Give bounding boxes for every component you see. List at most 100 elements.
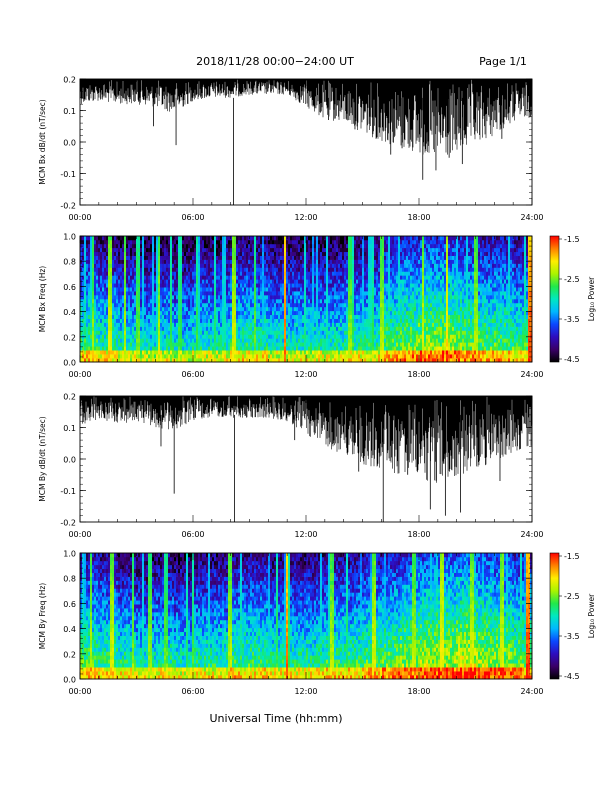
spectrogram-cell <box>206 240 208 244</box>
spectrogram-cell <box>100 256 102 260</box>
spectrogram-cell <box>280 256 282 260</box>
spectrogram-cell <box>342 256 344 260</box>
spectrogram-cell <box>106 240 108 244</box>
spectrogram-cell <box>122 315 124 319</box>
spectrogram-cell <box>376 279 378 283</box>
spectrogram-cell <box>200 291 202 295</box>
spectrogram-cell <box>378 342 380 346</box>
spectrogram-cell <box>132 315 134 319</box>
spectrogram-cell <box>264 342 266 346</box>
spectrogram-cell <box>198 334 200 338</box>
spectrogram-cell <box>246 319 248 323</box>
spectrogram-cell <box>376 323 378 327</box>
spectrogram-cell <box>176 342 178 346</box>
spectrogram-cell <box>108 287 110 291</box>
spectrogram-cell <box>222 236 224 240</box>
spectrogram-cell <box>250 315 252 319</box>
spectrogram-cell <box>114 248 116 252</box>
spectrogram-cell <box>330 236 332 240</box>
spectrogram-cell <box>262 327 264 331</box>
spectrogram-cell <box>198 236 200 240</box>
spectrogram-cell <box>284 283 286 287</box>
spectrogram-cell <box>82 319 84 323</box>
spectrogram-cell <box>270 275 272 279</box>
spectrogram-cell <box>248 256 250 260</box>
spectrogram-cell <box>106 252 108 256</box>
spectrogram-cell <box>378 323 380 327</box>
spectrogram-cell <box>368 299 370 303</box>
spectrogram-cell <box>124 323 126 327</box>
spectrogram-cell <box>130 252 132 256</box>
spectrogram-cell <box>320 338 322 342</box>
spectrogram-cell <box>186 275 188 279</box>
spectrogram-cell <box>300 240 302 244</box>
spectrogram-cell <box>106 248 108 252</box>
spectrogram-cell <box>142 244 144 248</box>
spectrogram-cell <box>198 323 200 327</box>
spectrogram-cell <box>192 264 194 268</box>
spectrogram-cell <box>218 283 220 287</box>
spectrogram-cell <box>344 334 346 338</box>
spectrogram-cell <box>198 342 200 346</box>
spectrogram-cell <box>110 248 112 252</box>
spectrogram-cell <box>372 342 374 346</box>
spectrogram-cell <box>238 315 240 319</box>
spectrogram-cell <box>242 323 244 327</box>
spectrogram-cell <box>284 327 286 331</box>
spectrogram-cell <box>248 271 250 275</box>
spectrogram-cell <box>88 268 90 272</box>
spectrogram-cell <box>136 342 138 346</box>
spectrogram-cell <box>98 283 100 287</box>
spectrogram-cell <box>182 268 184 272</box>
spectrogram-cell <box>354 334 356 338</box>
spectrogram-cell <box>82 240 84 244</box>
spectrogram-cell <box>124 350 126 354</box>
spectrogram-cell <box>162 264 164 268</box>
spectrogram-cell <box>110 268 112 272</box>
spectrogram-cell <box>216 350 218 354</box>
spectrogram-cell <box>186 240 188 244</box>
spectrogram-cell <box>100 248 102 252</box>
spectrogram-cell <box>334 287 336 291</box>
spectrogram-cell <box>292 260 294 264</box>
spectrogram-cell <box>322 299 324 303</box>
spectrogram-cell <box>156 268 158 272</box>
spectrogram-cell <box>154 323 156 327</box>
spectrogram-cell <box>364 338 366 342</box>
spectrogram-cell <box>224 287 226 291</box>
spectrogram-cell <box>188 287 190 291</box>
spectrogram-cell <box>172 342 174 346</box>
spectrogram-cell <box>154 338 156 342</box>
spectrogram-cell <box>300 346 302 350</box>
spectrogram-cell <box>226 275 228 279</box>
spectrogram-cell <box>180 354 182 358</box>
spectrogram-cell <box>318 244 320 248</box>
spectrogram-cell <box>332 236 334 240</box>
spectrogram-cell <box>350 264 352 268</box>
spectrogram-cell <box>88 295 90 299</box>
spectrogram-cell <box>126 244 128 248</box>
spectrogram-cell <box>244 342 246 346</box>
spectrogram-cell <box>290 338 292 342</box>
spectrogram-cell <box>326 319 328 323</box>
spectrogram-cell <box>226 252 228 256</box>
spectrogram-cell <box>192 275 194 279</box>
spectrogram-cell <box>172 323 174 327</box>
spectrogram-cell <box>308 256 310 260</box>
spectrogram-cell <box>92 268 94 272</box>
spectrogram-cell <box>196 275 198 279</box>
spectrogram-cell <box>342 283 344 287</box>
spectrogram-cell <box>266 315 268 319</box>
spectrogram-cell <box>120 307 122 311</box>
spectrogram-cell <box>230 236 232 240</box>
spectrogram-cell <box>320 275 322 279</box>
spectrogram-cell <box>160 283 162 287</box>
spectrogram-cell <box>304 279 306 283</box>
spectrogram-cell <box>206 275 208 279</box>
spectrogram-cell <box>372 299 374 303</box>
spectrogram-cell <box>164 295 166 299</box>
spectrogram-cell <box>166 256 168 260</box>
spectrogram-cell <box>260 342 262 346</box>
spectrogram-cell <box>168 275 170 279</box>
spectrogram-cell <box>252 303 254 307</box>
